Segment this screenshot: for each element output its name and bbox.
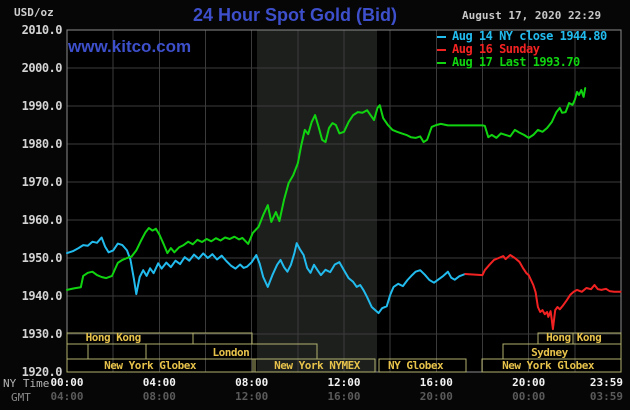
gmt-tick-label: 16:00 [327,390,361,403]
session-label: New York NYMEX [274,359,361,372]
y-tick-label: 1940.0 [21,289,63,303]
ny-time-tick-label: 04:00 [142,376,176,389]
session-box [378,358,467,373]
session-label: NY Globex [388,359,444,372]
session-label: Hong Kong [86,331,141,344]
nymex-session-band [256,30,378,372]
session-label: London [213,346,250,359]
ny-time-tick-label: 16:00 [419,376,453,389]
ny-time-tick-label: 12:00 [327,376,361,389]
gmt-tick-label: 00:00 [512,390,546,403]
legend-label: Aug 14 NY close 1944.80 [452,29,607,43]
kitco-watermark-link[interactable]: www.kitco.com [68,37,192,56]
legend-dash-icon [437,48,446,51]
legend-entry: Aug 16 Sunday [437,42,607,56]
y-tick-label: 1980.0 [21,137,63,151]
gmt-tick-label: 03:59 [589,390,623,403]
y-tick-label: 1960.0 [21,213,63,227]
gmt-caption: GMT [11,391,31,404]
legend-label: Aug 16 Sunday [452,42,540,56]
y-axis-units: USD/oz [14,6,54,19]
y-tick-label: 1990.0 [21,99,63,113]
ny-time-caption: NY Time [3,377,50,390]
legend-label: Aug 17 Last 1993.70 [452,55,580,69]
session-label: New York Globex [502,359,595,372]
legend-entry: Aug 17 Last 1993.70 [437,55,607,69]
gmt-tick-label: 12:00 [235,390,269,403]
series-line-aug-17 [66,87,587,291]
session-box [66,358,254,373]
y-tick-label: 2010.0 [21,23,63,37]
session-box [254,358,376,373]
gmt-tick-label: 20:00 [419,390,453,403]
legend: Aug 14 NY close 1944.80 Aug 16 Sunday Aug … [437,29,607,69]
legend-entry: Aug 14 NY close 1944.80 [437,29,607,43]
y-tick-label: 1930.0 [21,327,63,341]
ny-time-tick-label: 00:00 [50,376,84,389]
session-label: New York Globex [104,359,197,372]
ny-time-tick-label: 23:59 [589,376,623,389]
chart-title: 24 Hour Spot Gold (Bid) [193,5,397,25]
session-label: Hong Kong [546,331,601,344]
ny-time-tick-label: 08:00 [235,376,269,389]
y-tick-label: 1920.0 [21,365,63,379]
y-tick-label: 1950.0 [21,251,63,265]
session-label: Sydney [531,346,569,359]
timestamp: August 17, 2020 22:29 [462,9,602,22]
gmt-tick-label: 04:00 [50,390,84,403]
legend-dash-icon [437,61,446,64]
legend-dash-icon [437,35,446,38]
y-tick-label: 1970.0 [21,175,63,189]
series-line-aug-16-sunday [464,254,622,331]
series-line-aug-14-ny-close [66,236,467,315]
y-tick-label: 2000.0 [21,61,63,75]
session-box [481,358,622,373]
gmt-tick-label: 08:00 [142,390,176,403]
ny-time-tick-label: 20:00 [512,376,546,389]
